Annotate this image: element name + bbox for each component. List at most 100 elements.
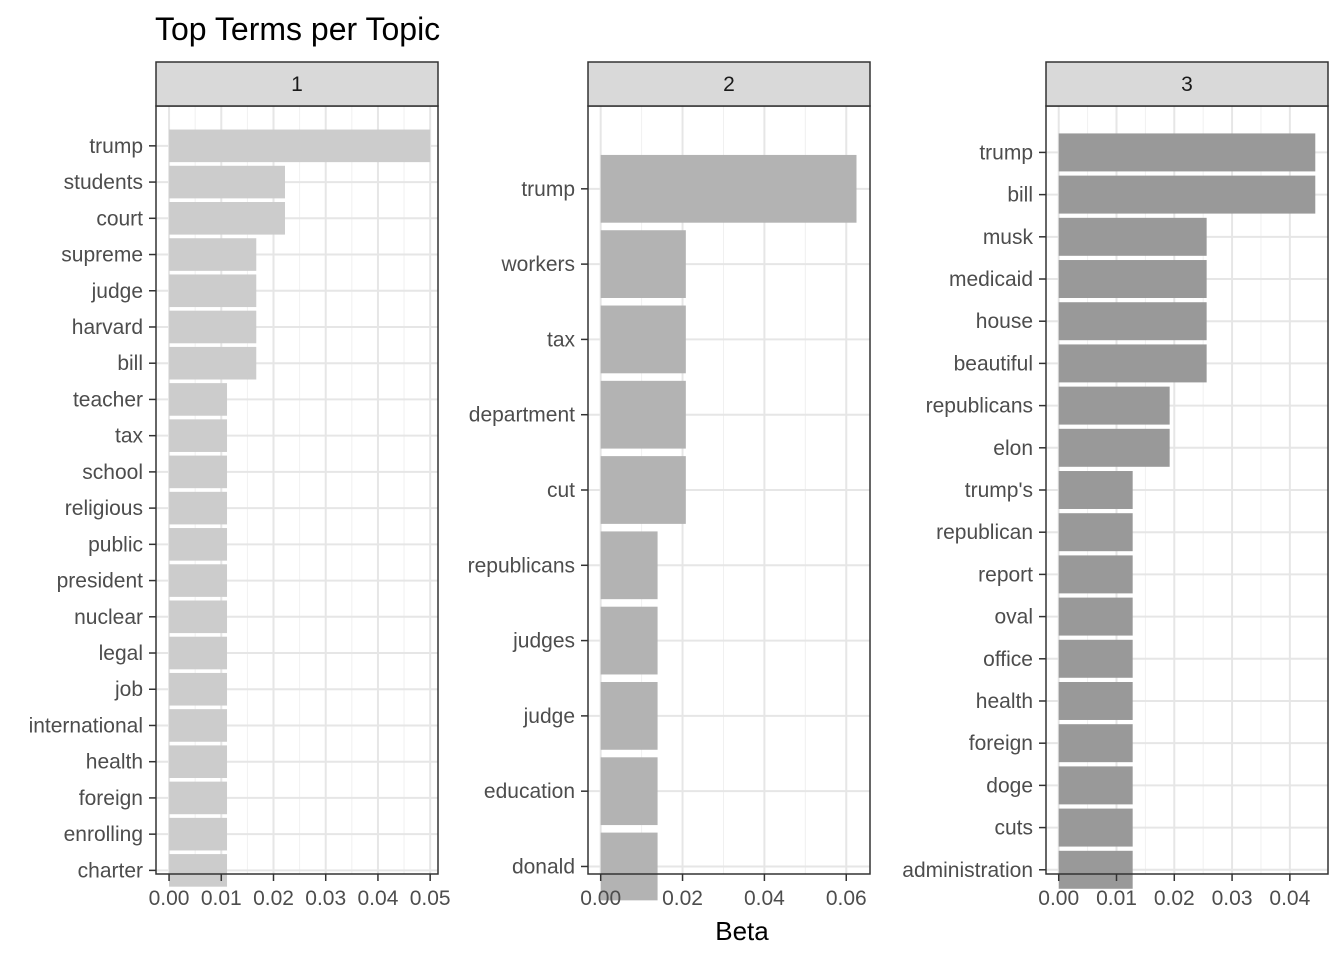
bar-international [169,709,228,742]
x-tick-label: 0.03 [1212,887,1253,910]
term-label: school [82,461,143,484]
term-label: charter [78,859,143,882]
term-label: harvard [72,316,143,339]
term-label: foreign [79,787,143,810]
x-tick-label: 0.06 [826,887,867,910]
term-label: public [88,533,143,556]
bar-judge [600,682,658,750]
facet-panel-1: 1 trump students court supreme judge harvard bi… [29,61,451,910]
bar-education [600,757,658,826]
term-label: judges [512,630,575,653]
term-label: cuts [994,817,1033,840]
bar-workers [600,230,686,298]
bar-office [1058,639,1133,678]
bar-donald [600,832,658,901]
bar-nuclear [169,600,228,634]
bar-legal [169,636,228,670]
term-label: bill [117,352,143,375]
x-tick-label: 0.05 [410,887,451,910]
term-label: medicaid [949,268,1033,291]
bar-teacher [169,383,228,416]
bar-republicans [1058,386,1170,425]
term-label: cut [547,479,575,502]
x-tick-label: 0.02 [253,887,294,910]
facet-strip-label: 2 [723,73,735,96]
term-label: bill [1007,184,1033,207]
term-label: students [64,171,143,194]
bar-administration [1058,850,1133,889]
bar-public [169,528,228,561]
bar-school [169,455,228,489]
bar-foreign [169,781,228,815]
term-label: judge [523,705,575,728]
bar-tax [600,305,686,374]
x-tick-label: 0.01 [201,887,242,910]
facet-strip [587,61,871,107]
bar-oval [1058,597,1133,636]
bar-foreign [1058,724,1133,763]
bar-beautiful [1058,344,1207,383]
bar-judges [600,606,658,675]
facet-panel-2: 2 trump workers tax department cut republicans… [468,61,871,910]
term-label: republicans [926,395,1033,418]
bar-supreme [169,238,257,271]
term-label: enrolling [64,823,143,846]
term-label: nuclear [74,606,143,629]
term-label: health [86,751,143,774]
term-label: international [29,714,143,737]
term-label: donald [512,855,575,878]
bar-cuts [1058,808,1133,847]
bar-health [1058,682,1133,720]
bar-republican [1058,513,1133,552]
term-label: elon [993,437,1033,460]
x-tick-label: 0.04 [1269,887,1310,910]
bar-trump [1058,133,1316,172]
bar-musk [1058,217,1207,256]
term-label: job [114,678,143,701]
bar-court [169,202,285,235]
bar-health [169,745,228,778]
panels: 1 trump students court supreme judge harvard bi… [29,61,1329,910]
term-label: musk [983,226,1034,249]
bar-religious [169,491,228,525]
term-label: oval [994,606,1033,629]
term-label: education [484,780,575,803]
facet-strip [155,61,439,107]
term-label: trump [979,141,1033,164]
term-label: report [978,563,1033,586]
term-label: republican [936,521,1033,544]
bar-house [1058,302,1207,341]
facet-strip-label: 1 [291,73,303,96]
term-label: health [976,690,1033,713]
facet-strip-label: 3 [1181,73,1193,96]
bar-job [169,672,228,706]
x-tick-label: 0.02 [662,887,703,910]
facet-strip [1045,61,1329,107]
x-tick-label: 0.00 [149,887,190,910]
bar-department [600,380,686,449]
bar-students [169,165,285,199]
x-axis-title: Beta [715,916,769,946]
x-tick-label: 0.04 [358,887,399,910]
term-label: republicans [468,554,575,577]
bar-bill [1058,175,1316,214]
bar-trump [600,154,857,223]
bar-charter [169,854,228,887]
bar-bill [169,346,257,380]
term-label: judge [91,280,143,303]
chart-title: Top Terms per Topic [155,11,440,47]
bar-harvard [169,310,257,344]
term-label: trump [521,178,575,201]
bar-president [169,564,228,597]
term-label: administration [902,859,1033,882]
x-tick-label: 0.03 [305,887,346,910]
x-tick-label: 0.02 [1154,887,1195,910]
bar-enrolling [169,817,228,851]
term-label: office [983,648,1033,671]
term-label: president [57,570,144,593]
bar-trump [169,129,431,163]
term-label: foreign [969,732,1033,755]
term-label: workers [500,253,575,276]
bar-tax [169,419,228,452]
